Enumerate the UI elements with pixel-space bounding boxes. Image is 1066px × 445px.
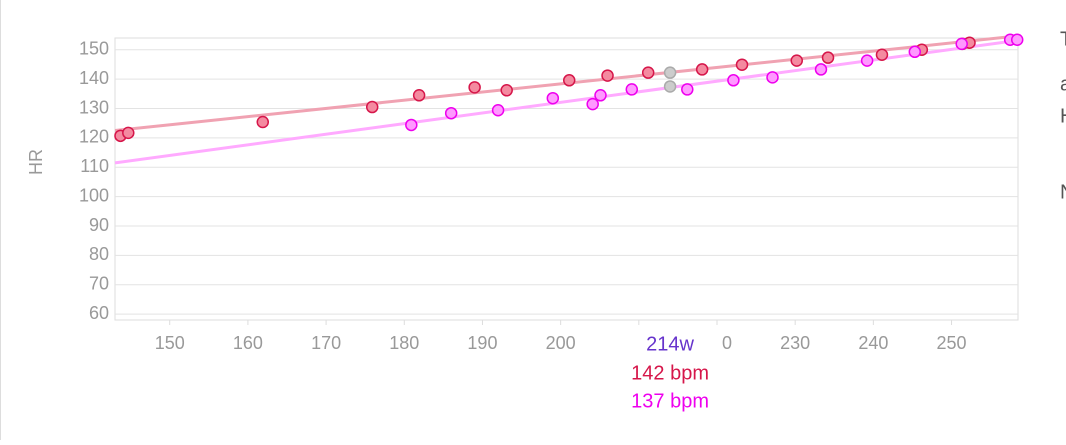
- data-point: [955, 37, 968, 51]
- data-point: [256, 115, 270, 129]
- tooltip-box: [618, 330, 723, 426]
- data-point: [405, 118, 418, 132]
- plot-border: [114, 37, 1019, 321]
- side-text: a: [1060, 73, 1066, 95]
- data-point: [500, 84, 513, 97]
- y-tick-label: 70: [89, 274, 109, 294]
- data-point: [641, 66, 655, 79]
- data-point: [821, 51, 835, 64]
- y-tick-label: 150: [79, 39, 109, 59]
- data-point: [695, 63, 709, 76]
- data-point: [601, 69, 614, 82]
- data-point: [1010, 33, 1024, 47]
- data-point: [546, 91, 560, 105]
- tooltip-value: 137 bpm: [631, 390, 709, 412]
- data-point: [586, 97, 599, 111]
- data-point: [365, 100, 379, 114]
- x-tick-label: 200: [546, 333, 576, 353]
- y-axis-label: HR: [26, 149, 46, 175]
- y-tick-label: 90: [89, 215, 109, 235]
- x-tick-label: 230: [780, 333, 810, 353]
- data-point: [412, 89, 426, 102]
- side-text: T: [1060, 28, 1066, 50]
- data-point: [491, 104, 505, 117]
- y-tick-label: 130: [79, 97, 109, 117]
- data-point: [766, 71, 779, 84]
- data-point: [468, 81, 481, 94]
- data-point: [860, 54, 874, 67]
- side-text: H: [1060, 105, 1066, 127]
- data-point: [444, 106, 458, 120]
- x-tick-label: 240: [858, 333, 888, 353]
- y-tick-label: 100: [79, 185, 109, 205]
- x-tick-label: 170: [311, 333, 341, 353]
- data-point: [735, 58, 749, 71]
- hover-point: [663, 80, 677, 93]
- y-tick-label: 60: [89, 303, 109, 323]
- x-tick-label: 190: [467, 333, 497, 353]
- data-point: [790, 54, 803, 67]
- data-point: [122, 126, 135, 140]
- x-tick-label: 250: [937, 333, 967, 353]
- y-tick-label: 140: [79, 68, 109, 88]
- hover-point: [663, 66, 677, 79]
- data-point: [727, 74, 740, 87]
- y-tick-label: 120: [79, 127, 109, 147]
- x-tick-label: 180: [389, 333, 419, 353]
- x-tick-label: 160: [233, 333, 263, 353]
- x-tick-label: 150: [155, 333, 185, 353]
- tooltip-x-label: 214w: [646, 333, 694, 355]
- data-point: [562, 74, 576, 87]
- tooltip-value: 142 bpm: [631, 362, 709, 384]
- data-point: [908, 45, 922, 59]
- data-point: [681, 83, 694, 96]
- data-point: [625, 83, 639, 96]
- data-point: [594, 89, 607, 102]
- y-tick-label: 80: [89, 244, 109, 264]
- data-point: [875, 48, 889, 61]
- data-point: [814, 63, 828, 76]
- side-text: N: [1060, 181, 1066, 203]
- y-tick-label: 110: [80, 156, 109, 176]
